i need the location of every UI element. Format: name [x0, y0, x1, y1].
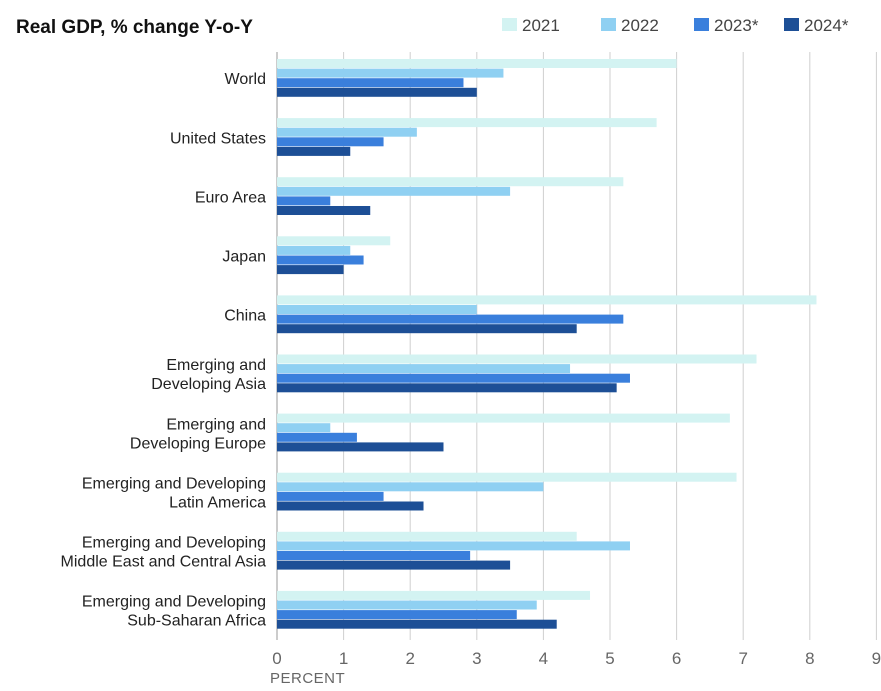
category-label: Emerging and — [166, 357, 266, 374]
category-label: Euro Area — [195, 189, 266, 206]
category-label: Emerging and Developing — [82, 535, 266, 552]
x-tick-label: 6 — [672, 649, 681, 668]
bar-2022-5 — [277, 364, 571, 374]
bar-2023-3 — [277, 255, 364, 265]
x-tick-label: 4 — [539, 649, 548, 668]
bar-2021-4 — [277, 295, 817, 305]
bar-2021-8 — [277, 531, 577, 541]
legend-swatch-2022 — [601, 18, 616, 31]
x-tick-label: 2 — [405, 649, 414, 668]
category-label: Developing Asia — [151, 376, 266, 393]
x-axis-label: PERCENT — [270, 670, 345, 687]
bar-2024-5 — [277, 383, 617, 393]
category-labels: World United States Euro Area Japan China Eme… — [61, 71, 267, 629]
bar-2024-9 — [277, 619, 557, 629]
category-label: United States — [170, 130, 266, 147]
bar-2021-5 — [277, 354, 757, 364]
legend-label-2023: 2023* — [714, 16, 759, 35]
bar-2024-2 — [277, 206, 371, 215]
category-label: Emerging and Developing — [82, 475, 266, 492]
bar-2022-0 — [277, 68, 504, 78]
bar-2022-4 — [277, 305, 477, 314]
category-label: Emerging and Developing — [82, 594, 266, 611]
bar-2022-1 — [277, 127, 417, 137]
bar-2021-6 — [277, 413, 730, 423]
legend-swatch-2023 — [694, 18, 709, 31]
bar-2024-4 — [277, 324, 577, 334]
bar-2023-2 — [277, 196, 331, 206]
bar-2023-5 — [277, 373, 630, 383]
x-tick-label: 5 — [605, 649, 614, 668]
legend-label-2022: 2022 — [621, 16, 659, 35]
x-tick-label: 1 — [339, 649, 348, 668]
x-tick-label: 8 — [805, 649, 814, 668]
bar-2024-1 — [277, 146, 351, 156]
bar-2024-3 — [277, 265, 344, 275]
bar-2022-7 — [277, 482, 544, 492]
bar-2022-9 — [277, 600, 537, 610]
bar-2023-9 — [277, 610, 517, 620]
category-label: Middle East and Central Asia — [61, 554, 267, 571]
bar-2023-1 — [277, 137, 384, 147]
legend-swatch-2021 — [502, 18, 517, 31]
legend-swatch-2024 — [784, 18, 799, 31]
bar-2022-2 — [277, 186, 511, 196]
bar-2023-0 — [277, 78, 464, 88]
bar-2021-7 — [277, 472, 737, 482]
x-tick-label: 7 — [738, 649, 747, 668]
category-label: Emerging and — [166, 416, 266, 433]
x-tick-label: 0 — [272, 649, 281, 668]
bar-2021-3 — [277, 236, 391, 246]
category-label: World — [225, 71, 267, 88]
bar-2022-8 — [277, 541, 630, 551]
category-label: Sub-Saharan Africa — [127, 613, 266, 630]
bar-2021-2 — [277, 177, 624, 187]
bar-2024-7 — [277, 501, 424, 511]
legend-label-2021: 2021 — [522, 16, 560, 35]
bar-2023-6 — [277, 432, 357, 442]
x-tick-label: 3 — [472, 649, 481, 668]
x-tick-label: 9 — [872, 649, 881, 668]
bar-2023-8 — [277, 551, 471, 560]
bar-2021-9 — [277, 590, 591, 600]
legend-label-2024: 2024* — [804, 16, 849, 35]
bar-2022-6 — [277, 423, 331, 433]
bar-2021-0 — [277, 59, 677, 68]
bar-2023-4 — [277, 314, 624, 324]
category-label: China — [224, 308, 266, 325]
bar-2023-7 — [277, 491, 384, 501]
bar-2022-3 — [277, 245, 351, 255]
category-label: Developing Europe — [130, 435, 266, 452]
bar-2024-6 — [277, 442, 444, 452]
category-label: Latin America — [169, 494, 266, 511]
bars — [277, 59, 817, 629]
category-label: Japan — [222, 249, 266, 266]
bar-2021-1 — [277, 118, 657, 128]
legend: 2021 2022 2023* 2024* — [502, 16, 849, 35]
bar-2024-8 — [277, 560, 511, 570]
x-axis-ticks: 0 1 2 3 4 5 6 7 8 9 — [272, 649, 881, 668]
chart-title: Real GDP, % change Y-o-Y — [16, 17, 253, 38]
bar-2024-0 — [277, 87, 477, 97]
